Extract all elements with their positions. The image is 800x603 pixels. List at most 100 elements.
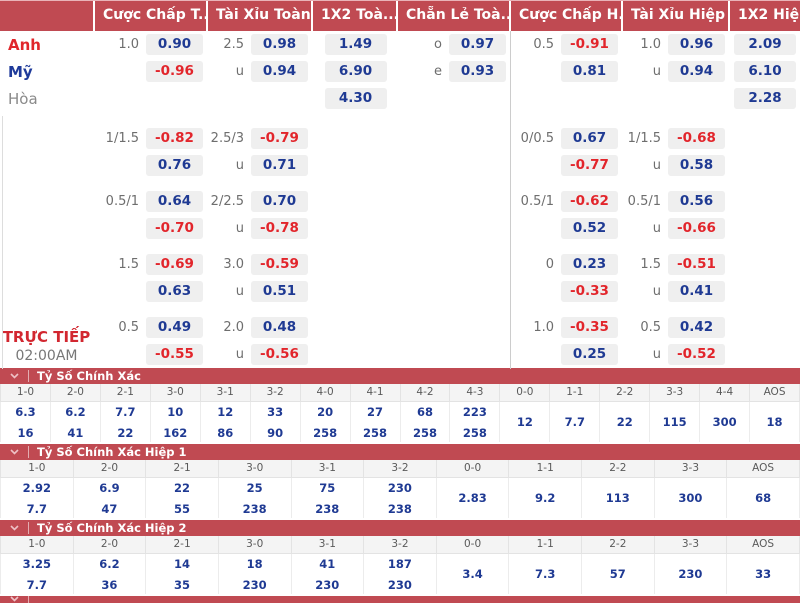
- odds-value-button[interactable]: -0.68: [668, 128, 725, 149]
- score-odds-cell-merged[interactable]: 9.2: [508, 477, 582, 518]
- odds-value-button[interactable]: -0.66: [668, 218, 725, 239]
- odds-value-button[interactable]: -0.56: [251, 344, 308, 365]
- score-odds-cell[interactable]: 55: [145, 499, 219, 518]
- odds-value-button[interactable]: -0.33: [561, 281, 618, 302]
- odds-value-button[interactable]: -0.82: [146, 128, 203, 149]
- score-odds-cell[interactable]: 36: [72, 575, 147, 594]
- score-odds-cell[interactable]: 12: [199, 401, 251, 423]
- score-odds-cell-merged[interactable]: 7.7: [549, 401, 601, 442]
- score-odds-cell[interactable]: 258: [299, 423, 351, 442]
- odds-value-button[interactable]: 0.41: [668, 281, 725, 302]
- score-odds-cell[interactable]: 238: [363, 499, 437, 518]
- odds-value-button[interactable]: 0.42: [668, 317, 725, 338]
- odds-value-button[interactable]: 0.94: [668, 61, 725, 82]
- odds-value-button[interactable]: 0.81: [561, 61, 618, 82]
- score-odds-cell-merged[interactable]: 115: [649, 401, 701, 442]
- score-odds-cell[interactable]: 3.25: [0, 553, 74, 575]
- section-header-bar[interactable]: Tỷ Số Chính Xác Hiệp 1: [0, 444, 800, 460]
- odds-value-button[interactable]: 0.51: [251, 281, 308, 302]
- odds-value-button[interactable]: 0.96: [668, 34, 725, 55]
- score-odds-cell-merged[interactable]: 68: [726, 477, 800, 518]
- score-odds-cell[interactable]: 238: [290, 499, 365, 518]
- odds-value-button[interactable]: 0.56: [668, 191, 725, 212]
- score-odds-cell[interactable]: 258: [399, 423, 451, 442]
- score-odds-cell[interactable]: 18: [217, 553, 292, 575]
- score-odds-cell-merged[interactable]: 3.4: [435, 553, 510, 594]
- odds-value-button[interactable]: 6.10: [734, 61, 796, 82]
- odds-value-button[interactable]: 0.97: [449, 34, 506, 55]
- score-odds-cell[interactable]: 86: [199, 423, 251, 442]
- score-odds-cell[interactable]: 68: [399, 401, 451, 423]
- odds-value-button[interactable]: -0.78: [251, 218, 308, 239]
- odds-value-button[interactable]: 2.28: [734, 88, 796, 109]
- odds-value-button[interactable]: -0.79: [251, 128, 308, 149]
- score-odds-cell[interactable]: 20: [299, 401, 351, 423]
- score-odds-cell[interactable]: 2.92: [0, 477, 74, 499]
- score-odds-cell[interactable]: 223: [449, 401, 501, 423]
- score-odds-cell-merged[interactable]: 12: [499, 401, 551, 442]
- score-odds-cell-merged[interactable]: 2.83: [435, 477, 510, 518]
- odds-value-button[interactable]: 0.71: [251, 155, 308, 176]
- score-odds-cell[interactable]: 7.7: [0, 575, 74, 594]
- section-header-bar[interactable]: Tỷ Số Chính Xác: [0, 368, 800, 384]
- odds-value-button[interactable]: 0.90: [146, 34, 203, 55]
- score-odds-cell[interactable]: 14: [145, 553, 219, 575]
- odds-value-button[interactable]: 0.49: [146, 317, 203, 338]
- score-odds-cell[interactable]: 25: [217, 477, 292, 499]
- odds-value-button[interactable]: -0.69: [146, 254, 203, 275]
- score-odds-cell[interactable]: 75: [290, 477, 365, 499]
- odds-value-button[interactable]: 0.58: [668, 155, 725, 176]
- odds-value-button[interactable]: 0.25: [561, 344, 618, 365]
- score-odds-cell[interactable]: 258: [449, 423, 501, 442]
- odds-value-button[interactable]: -0.35: [561, 317, 618, 338]
- odds-value-button[interactable]: -0.59: [251, 254, 308, 275]
- score-odds-cell[interactable]: 230: [217, 575, 292, 594]
- odds-value-button[interactable]: -0.91: [561, 34, 618, 55]
- score-odds-cell[interactable]: 22: [145, 477, 219, 499]
- odds-value-button[interactable]: 0.93: [449, 61, 506, 82]
- score-odds-cell-merged[interactable]: 33: [726, 553, 800, 594]
- section-header-bar[interactable]: Tỷ Số Chính Xác Hiệp 2: [0, 520, 800, 536]
- odds-value-button[interactable]: -0.96: [146, 61, 203, 82]
- odds-value-button[interactable]: -0.62: [561, 191, 618, 212]
- odds-value-button[interactable]: 0.67: [561, 128, 618, 149]
- score-odds-cell-merged[interactable]: 18: [749, 401, 800, 442]
- odds-value-button[interactable]: -0.52: [668, 344, 725, 365]
- score-odds-cell[interactable]: 6.2: [72, 553, 147, 575]
- score-odds-cell[interactable]: 7.7: [99, 401, 151, 423]
- odds-value-button[interactable]: 0.70: [251, 191, 308, 212]
- odds-value-button[interactable]: 0.64: [146, 191, 203, 212]
- odds-value-button[interactable]: 0.23: [561, 254, 618, 275]
- score-odds-cell[interactable]: 230: [290, 575, 365, 594]
- score-odds-cell[interactable]: 33: [249, 401, 301, 423]
- score-odds-cell[interactable]: 162: [149, 423, 201, 442]
- score-odds-cell[interactable]: 22: [99, 423, 151, 442]
- odds-value-button[interactable]: 0.76: [146, 155, 203, 176]
- score-odds-cell[interactable]: 27: [349, 401, 401, 423]
- odds-value-button[interactable]: 1.49: [324, 34, 387, 55]
- score-odds-cell[interactable]: 7.7: [0, 499, 74, 518]
- odds-value-button[interactable]: 0.52: [561, 218, 618, 239]
- score-odds-cell[interactable]: 238: [217, 499, 292, 518]
- score-odds-cell-merged[interactable]: 300: [653, 477, 728, 518]
- score-odds-cell[interactable]: 187: [363, 553, 437, 575]
- score-odds-cell-merged[interactable]: 300: [699, 401, 751, 442]
- odds-value-button[interactable]: -0.77: [561, 155, 618, 176]
- score-odds-cell-merged[interactable]: 113: [581, 477, 655, 518]
- odds-value-button[interactable]: 0.63: [146, 281, 203, 302]
- score-odds-cell-merged[interactable]: 57: [581, 553, 655, 594]
- score-odds-cell-merged[interactable]: 230: [653, 553, 728, 594]
- odds-value-button[interactable]: 0.98: [251, 34, 308, 55]
- score-odds-cell[interactable]: 230: [363, 575, 437, 594]
- score-odds-cell[interactable]: 10: [149, 401, 201, 423]
- score-odds-cell[interactable]: 6.3: [0, 401, 51, 423]
- odds-value-button[interactable]: 0.48: [251, 317, 308, 338]
- score-odds-cell[interactable]: 16: [0, 423, 51, 442]
- odds-value-button[interactable]: 4.30: [324, 88, 387, 109]
- score-odds-cell[interactable]: 6.9: [72, 477, 147, 499]
- odds-value-button[interactable]: -0.51: [668, 254, 725, 275]
- odds-value-button[interactable]: 0.94: [251, 61, 308, 82]
- score-odds-cell[interactable]: 6.2: [49, 401, 101, 423]
- odds-value-button[interactable]: -0.55: [146, 344, 203, 365]
- odds-value-button[interactable]: -0.70: [146, 218, 203, 239]
